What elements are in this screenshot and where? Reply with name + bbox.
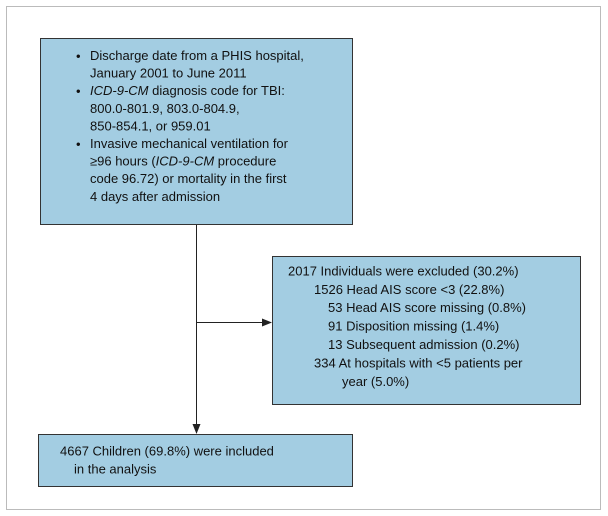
bullet: • — [76, 136, 81, 151]
excluded-line: 2017 Individuals were excluded (30.2%) — [288, 263, 519, 278]
text-span: January 2001 to June 2011 — [90, 66, 247, 81]
text-span: Invasive mechanical ventilation for — [90, 136, 289, 151]
criteria-line: 800.0-801.9, 803.0-804.9, — [90, 101, 240, 116]
excluded-line: 334 At hospitals with <5 patients per — [314, 355, 523, 370]
text-span: procedure — [214, 154, 276, 169]
bullet: • — [76, 48, 81, 63]
frame — [6, 6, 601, 510]
excluded-box — [272, 256, 581, 405]
criteria-line: ICD-9-CM diagnosis code for TBI: — [90, 84, 285, 99]
italic-term: ICD-9-CM — [90, 84, 149, 99]
text-span: 800.0-801.9, 803.0-804.9, — [90, 101, 240, 116]
excluded-line: 91 Disposition missing (1.4%) — [328, 319, 499, 334]
included-line: in the analysis — [74, 461, 157, 476]
criteria-line: code 96.72) or mortality in the first — [90, 172, 287, 187]
italic-term: ICD-9-CM — [156, 154, 215, 169]
text-span: 850-854.1, or 959.01 — [90, 119, 211, 134]
criteria-line: 4 days after admission — [90, 189, 220, 204]
excluded-line: year (5.0%) — [342, 374, 409, 389]
criteria-line: Invasive mechanical ventilation for — [90, 136, 289, 151]
excluded-line: 53 Head AIS score missing (0.8%) — [328, 300, 526, 315]
text-span: ≥96 hours ( — [90, 154, 156, 169]
criteria-line: ≥96 hours (ICD-9-CM procedure — [90, 154, 276, 169]
included-box — [38, 434, 353, 487]
top-box — [40, 38, 353, 225]
criteria-line: January 2001 to June 2011 — [90, 66, 247, 81]
text-span: diagnosis code for TBI: — [149, 84, 285, 99]
bullet: • — [76, 84, 81, 99]
text-span: Discharge date from a PHIS hospital, — [90, 48, 304, 63]
excluded-line: 1526 Head AIS score <3 (22.8%) — [314, 282, 504, 297]
text-span: code 96.72) or mortality in the first — [90, 172, 287, 187]
criteria-line: 850-854.1, or 959.01 — [90, 119, 211, 134]
criteria-line: Discharge date from a PHIS hospital, — [90, 48, 304, 63]
included-line: 4667 Children (69.8%) were included — [60, 443, 274, 458]
excluded-line: 13 Subsequent admission (0.2%) — [328, 337, 520, 352]
text-span: 4 days after admission — [90, 189, 220, 204]
